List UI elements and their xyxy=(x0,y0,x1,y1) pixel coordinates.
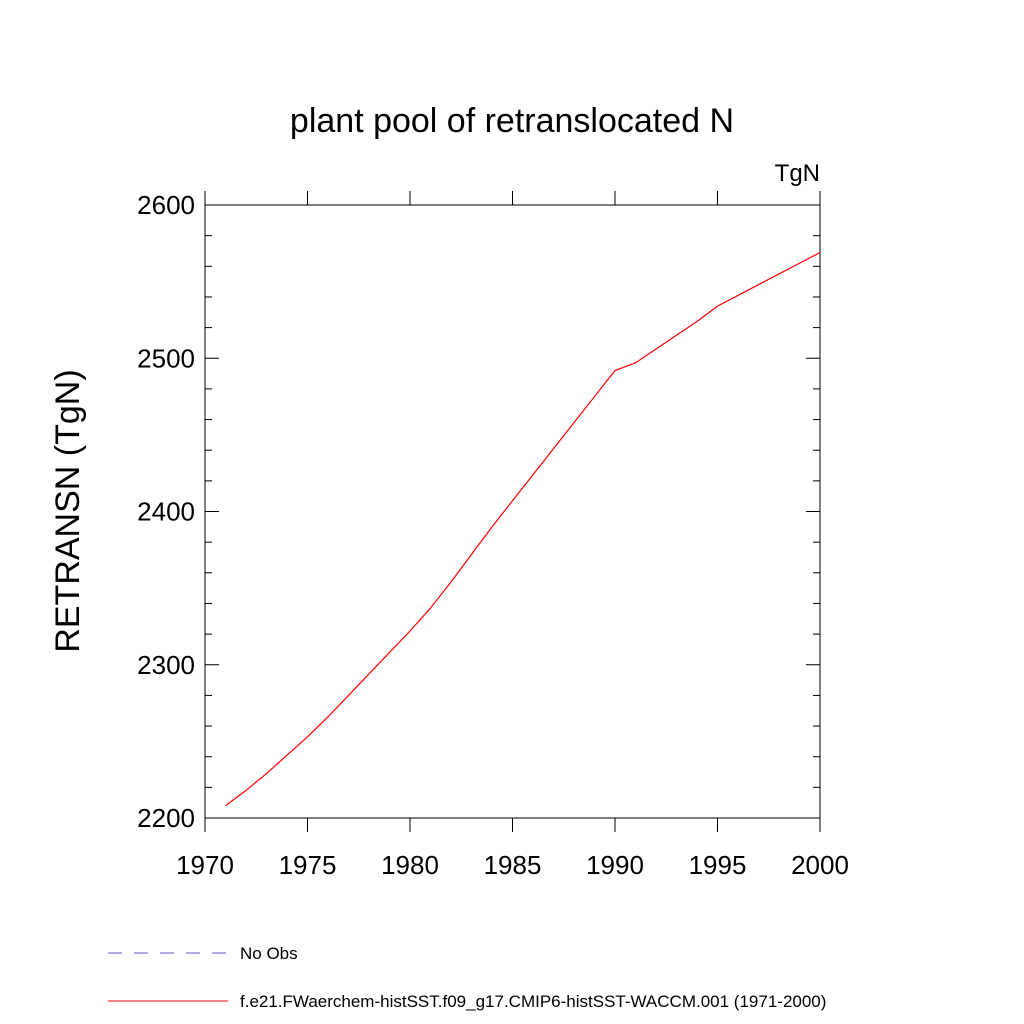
plot-area xyxy=(204,204,821,819)
y-axis: 2200 2300 2400 2500 2600 xyxy=(137,190,820,833)
x-tick-label: 1990 xyxy=(586,850,644,880)
y-tick-label: 2200 xyxy=(137,803,195,833)
series-layer xyxy=(225,251,821,807)
x-tick-label: 1985 xyxy=(484,850,542,880)
x-axis: 1970 1975 1980 1985 1990 1995 2000 xyxy=(176,191,849,880)
y-axis-label: RETRANSN (TgN) xyxy=(49,369,87,652)
series-line-0 xyxy=(225,251,821,807)
x-tick-label: 1970 xyxy=(176,850,234,880)
units-label: TgN xyxy=(775,160,820,187)
chart-title: plant pool of retranslocated N xyxy=(290,102,734,140)
legend: No Obs f.e21.FWaerchem-histSST.f09_g17.C… xyxy=(108,944,826,1011)
x-tick-label: 2000 xyxy=(791,850,849,880)
x-tick-label: 1995 xyxy=(689,850,747,880)
y-tick-label: 2500 xyxy=(137,343,195,373)
x-tick-label: 1975 xyxy=(279,850,337,880)
legend-label-no-obs: No Obs xyxy=(240,944,298,963)
legend-label-model: f.e21.FWaerchem-histSST.f09_g17.CMIP6-hi… xyxy=(240,992,826,1011)
y-tick-label: 2300 xyxy=(137,650,195,680)
y-tick-label: 2400 xyxy=(137,497,195,527)
plot-border xyxy=(204,204,821,819)
x-tick-label: 1980 xyxy=(381,850,439,880)
y-tick-label: 2600 xyxy=(137,190,195,220)
